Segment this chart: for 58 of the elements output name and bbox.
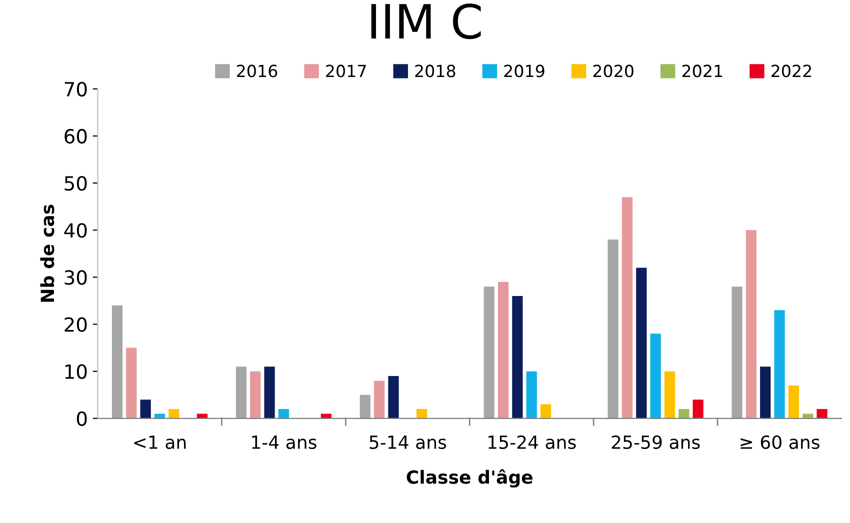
bar xyxy=(802,414,814,418)
bar xyxy=(788,385,799,418)
legend-label: 2022 xyxy=(772,64,812,78)
y-tick-label: 30 xyxy=(64,270,87,285)
bar xyxy=(636,268,647,418)
x-tick-label: 1-4 ans xyxy=(252,436,316,450)
bar xyxy=(250,371,261,418)
x-tick-label: 15-24 ans xyxy=(488,435,576,450)
legend-label: 2016 xyxy=(237,64,278,78)
x-tick-label: <1 an xyxy=(134,436,186,450)
bar xyxy=(168,408,180,418)
legend-label: 2021 xyxy=(682,64,722,78)
y-tick-label: 70 xyxy=(64,82,87,97)
bar xyxy=(360,394,370,418)
bar xyxy=(484,286,494,418)
legend-label: 2017 xyxy=(326,64,366,78)
bar xyxy=(236,366,246,418)
bar xyxy=(112,305,123,418)
bar xyxy=(512,296,523,418)
y-tick-label: 60 xyxy=(64,128,87,144)
bar xyxy=(374,380,385,418)
bar xyxy=(264,366,275,418)
bar xyxy=(196,414,208,418)
legend-label: 2018 xyxy=(415,64,456,78)
legend-label: 2019 xyxy=(504,64,544,78)
y-tick-label: 10 xyxy=(65,364,87,379)
bar xyxy=(650,334,661,418)
bar xyxy=(498,282,509,418)
bar xyxy=(154,414,166,418)
bar xyxy=(816,408,828,418)
x-tick-label: 5-14 ans xyxy=(370,436,446,450)
bar xyxy=(608,240,618,418)
bar xyxy=(126,348,137,418)
bar xyxy=(746,230,756,418)
bar xyxy=(692,400,704,418)
bar xyxy=(416,408,428,418)
y-tick-label: 0 xyxy=(76,411,87,426)
bar xyxy=(540,404,552,418)
y-tick-label: 50 xyxy=(64,176,87,191)
chart-title: IIM C xyxy=(371,3,481,40)
bar xyxy=(678,408,690,418)
y-axis-title: Nb de cas xyxy=(40,204,54,302)
bar xyxy=(526,371,537,418)
y-tick-label: 40 xyxy=(64,223,87,238)
bar xyxy=(622,197,633,418)
x-tick-label: 25-59 ans xyxy=(612,435,700,450)
bar xyxy=(140,400,151,418)
bar xyxy=(278,408,289,418)
bar xyxy=(760,366,771,418)
x-axis-title: Classe d'âge xyxy=(406,469,532,488)
x-tick-label: ≥ 60 ans xyxy=(740,435,820,450)
bar xyxy=(664,371,676,418)
bar xyxy=(388,376,399,418)
bar xyxy=(774,310,785,418)
bar xyxy=(732,286,742,418)
bar xyxy=(320,414,332,418)
legend-label: 2020 xyxy=(593,64,634,78)
y-tick-label: 20 xyxy=(64,317,87,332)
